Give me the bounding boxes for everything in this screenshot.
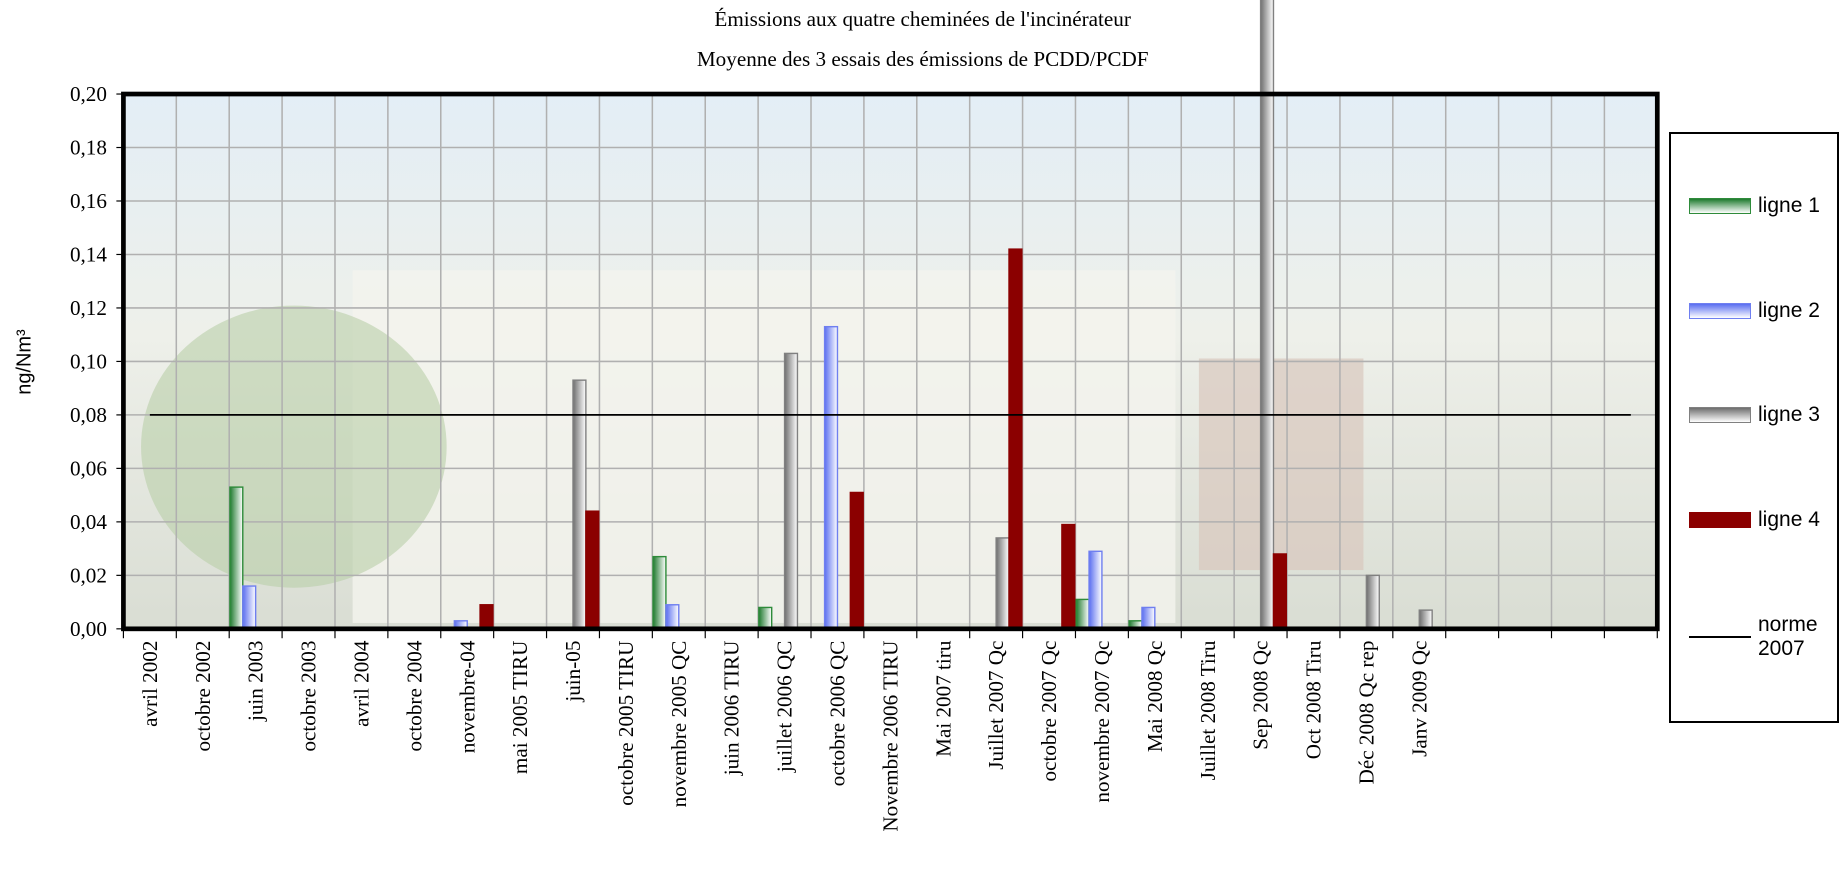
y-tick-label: 0,18 <box>70 136 107 160</box>
x-tick-label: juin-05 <box>561 641 585 703</box>
x-tick-label: novembre 2005 QC <box>667 641 691 808</box>
bar <box>758 606 773 630</box>
legend-swatch <box>1689 512 1751 529</box>
x-tick-label: octobre 2005 TIRU <box>614 641 638 806</box>
y-tick-label: 0,02 <box>70 563 107 587</box>
legend-swatch <box>1689 198 1751 215</box>
chart-title: Émissions aux quatre cheminées de l'inci… <box>714 7 1130 31</box>
legend-label: ligne 3 <box>1758 403 1820 427</box>
y-tick-label: 0,08 <box>70 403 107 427</box>
bar <box>1272 553 1288 630</box>
legend-label: ligne 4 <box>1758 508 1820 532</box>
y-tick-label: 0,16 <box>70 189 107 213</box>
x-tick-label: juillet 2006 QC <box>773 641 797 774</box>
x-tick-label: novembre 2007 Qc <box>1090 641 1114 803</box>
bar <box>652 555 667 630</box>
x-tick-label: mai 2005 TIRU <box>508 641 532 774</box>
y-tick-label: 0,10 <box>70 349 107 373</box>
legend-swatch <box>1689 635 1751 638</box>
legend-item: ligne 3 <box>1689 403 1837 427</box>
legend-item: ligne 2 <box>1689 299 1837 323</box>
legend-item: ligne 4 <box>1689 508 1837 532</box>
x-tick-label: novembre-04 <box>455 640 479 753</box>
bar <box>783 352 799 630</box>
x-tick-label: octobre 2004 <box>402 640 426 751</box>
bar <box>849 491 864 630</box>
legend: ligne 1 ligne 2 ligne 3 ligne 4 norme 2007 <box>1669 132 1839 723</box>
bar <box>1088 550 1103 630</box>
x-tick-label: Oct 2008 Tiru <box>1302 640 1326 759</box>
x-tick-label: Sep 2008 Qc <box>1249 641 1273 750</box>
x-tick-label: octobre 2007 Qc <box>1037 641 1061 782</box>
y-tick-label: 0,04 <box>70 510 107 534</box>
bar <box>1008 248 1023 630</box>
x-tick-label: avril 2002 <box>138 641 162 727</box>
legend-label: ligne 1 <box>1758 194 1820 218</box>
x-tick-label: octobre 2006 QC <box>826 641 850 787</box>
x-tick-label: Mai 2008 Qc <box>1143 641 1167 753</box>
bar <box>479 604 494 630</box>
bar <box>1061 523 1076 630</box>
x-tick-label: Déc 2008 Qc rep <box>1354 641 1378 785</box>
legend-item: norme 2007 <box>1689 613 1837 661</box>
x-tick-label: avril 2004 <box>349 640 373 727</box>
bar <box>1365 574 1380 630</box>
bar <box>572 379 587 630</box>
background-building <box>352 270 1176 623</box>
legend-swatch <box>1689 407 1751 424</box>
bar <box>1418 609 1433 630</box>
bar <box>1141 606 1156 630</box>
bar <box>242 585 257 630</box>
x-tick-label: octobre 2003 <box>297 641 321 752</box>
legend-swatch <box>1689 302 1751 319</box>
x-tick-label: juin 2006 TIRU <box>720 641 744 777</box>
chart-subtitle: Moyenne des 3 essais des émissions de PC… <box>697 47 1149 71</box>
y-tick-label: 0,14 <box>70 243 107 267</box>
x-tick-label: juin 2003 <box>244 641 268 722</box>
bar <box>823 325 839 630</box>
bar <box>229 486 244 630</box>
y-tick-label: 0,06 <box>70 456 107 480</box>
background-building <box>1198 358 1364 571</box>
y-tick-label: 0,20 <box>70 82 107 106</box>
y-axis-label: ng/Nm³ <box>14 329 36 395</box>
bar <box>585 510 600 630</box>
background-tree <box>141 305 447 588</box>
bar <box>995 537 1010 630</box>
x-tick-label: octobre 2002 <box>191 641 215 752</box>
y-tick-label: 0,00 <box>70 617 107 641</box>
legend-label: norme 2007 <box>1758 612 1818 660</box>
x-tick-label: Mai 2007 tiru <box>931 640 955 757</box>
legend-label: ligne 2 <box>1758 298 1820 322</box>
y-tick-label: 0,12 <box>70 296 107 320</box>
x-tick-label: Novembre 2006 TIRU <box>878 641 902 832</box>
x-tick-label: Janv 2009 Qc <box>1407 641 1431 757</box>
bar <box>1075 598 1090 630</box>
x-tick-label: Juillet 2008 Tiru <box>1196 640 1220 780</box>
legend-item: ligne 1 <box>1689 194 1837 218</box>
bar <box>665 604 680 630</box>
plot-frame <box>121 91 1660 632</box>
x-tick-label: Juillet 2007 Qc <box>984 641 1008 770</box>
